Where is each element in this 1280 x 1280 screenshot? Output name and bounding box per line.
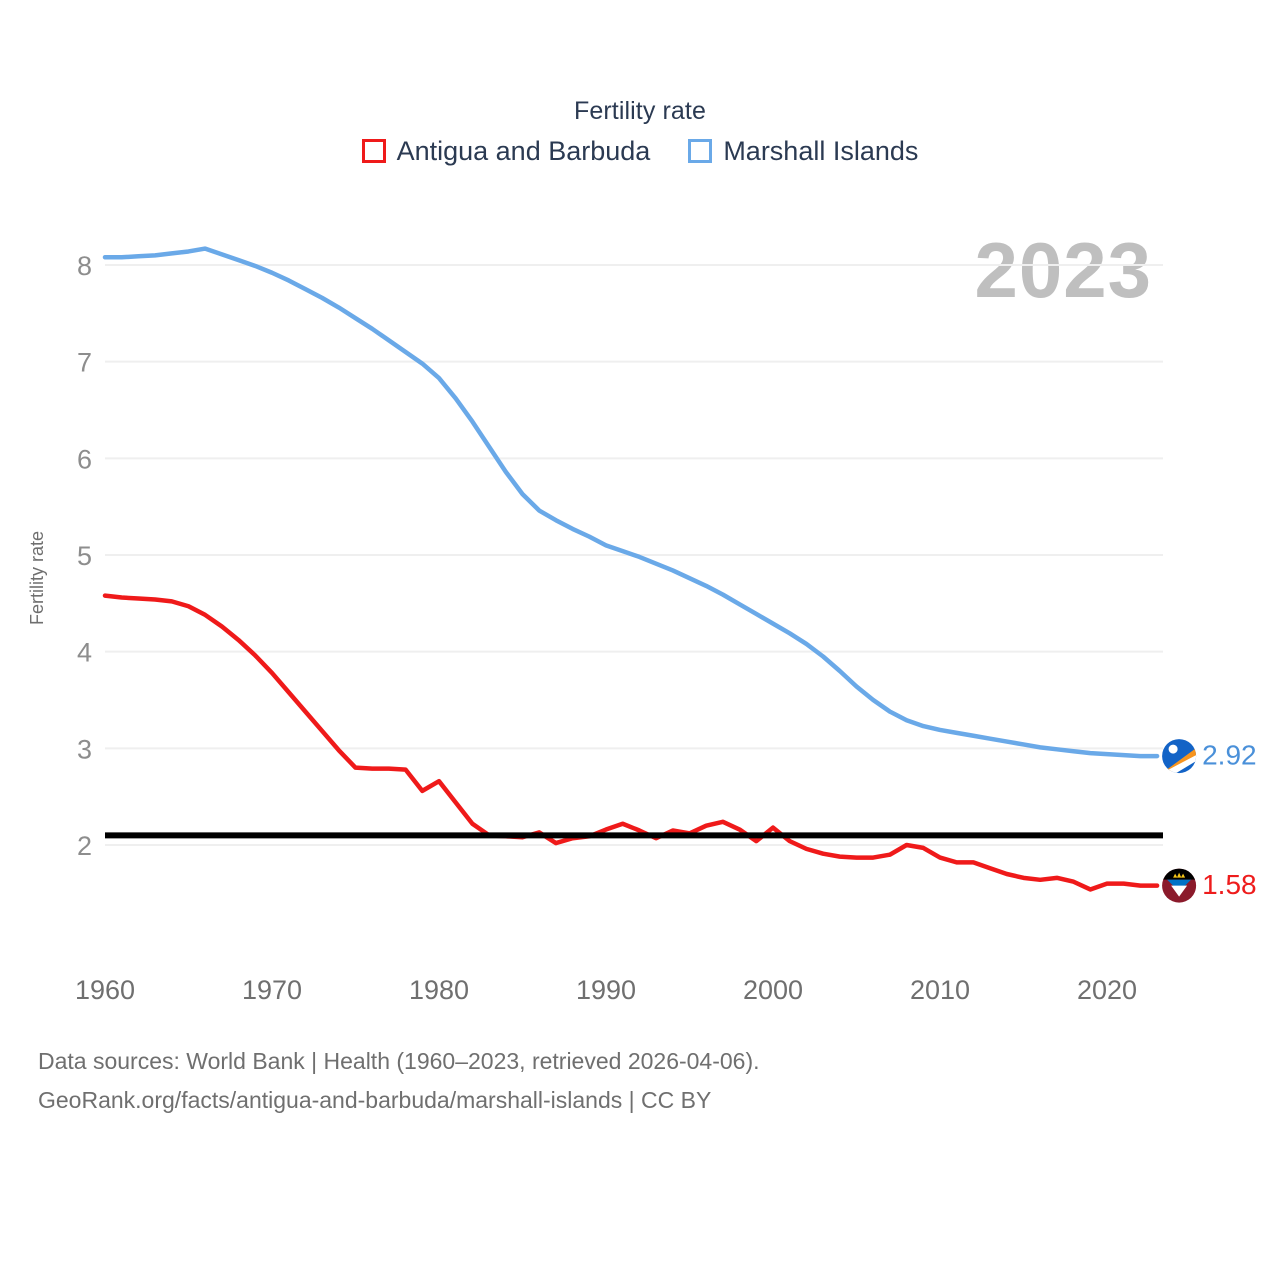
x-axis-tick-labels: 1960 1970 1980 1990 2000 2010 2020 [75,975,1137,1005]
series-line-antigua-and-barbuda [102,593,1160,892]
y-tick-label: 6 [77,444,92,474]
footer-line-2: GeoRank.org/facts/antigua-and-barbuda/ma… [38,1087,712,1113]
y-tick-label: 8 [77,251,92,281]
y-tick-label: 5 [77,541,92,571]
x-tick-label: 1980 [409,975,469,1005]
year-watermark: 2023 [974,226,1152,314]
y-tick-label: 2 [77,831,92,861]
y-tick-label: 4 [77,638,92,668]
footer-line-1: Data sources: World Bank | Health (1960–… [38,1048,760,1074]
legend-label-antigua-and-barbuda: Antigua and Barbuda [396,136,651,166]
chart-legend: Fertility rate Antigua and Barbuda Marsh… [0,96,1280,166]
x-tick-label: 1990 [576,975,636,1005]
series-line-marshall-islands [102,246,1160,759]
y-axis-tick-labels: 2 3 4 5 6 7 8 [77,251,92,861]
end-value-antigua-and-barbuda: 1.58 [1202,869,1257,900]
footer-sources: Data sources: World Bank | Health (1960–… [38,1042,760,1120]
x-tick-label: 1960 [75,975,135,1005]
flag-marker-antigua-and-barbuda [1162,868,1197,903]
y-axis-title: Fertility rate [27,531,47,625]
legend-item-marshall-islands[interactable]: Marshall Islands [688,136,918,166]
legend-item-antigua-and-barbuda[interactable]: Antigua and Barbuda [361,136,651,166]
y-tick-label: 3 [77,734,92,764]
x-tick-label: 2020 [1077,975,1137,1005]
end-value-marshall-islands: 2.92 [1202,739,1257,770]
legend-title: Fertility rate [574,97,706,125]
x-tick-label: 2000 [743,975,803,1005]
legend-swatch-icon-marshall-islands [688,139,713,163]
flag-marker-marshall-islands [1162,739,1197,774]
x-tick-label: 1970 [242,975,302,1005]
legend-label-marshall-islands: Marshall Islands [723,136,919,166]
legend-items: Antigua and Barbuda Marshall Islands [0,136,1280,166]
y-tick-label: 7 [77,348,92,378]
legend-swatch-icon-antigua-and-barbuda [361,139,386,163]
x-tick-label: 2010 [910,975,970,1005]
